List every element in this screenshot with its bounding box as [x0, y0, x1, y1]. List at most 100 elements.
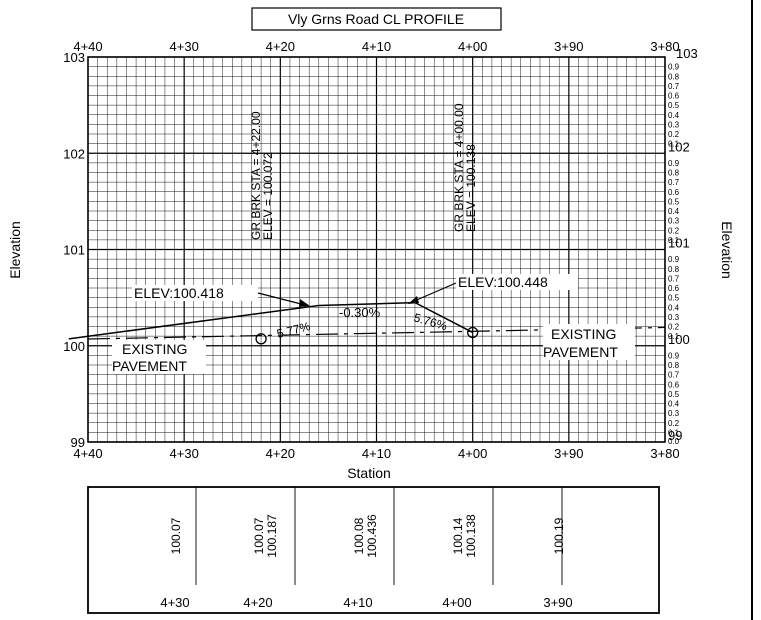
- y-tick-label-left: 101: [63, 243, 85, 258]
- proposed-profile-line: [68, 301, 474, 340]
- y-minor-label-right: 0.0: [668, 437, 680, 446]
- y-tick-label-left: 103: [63, 50, 85, 65]
- elev-right-bg: [456, 274, 578, 290]
- elev-left-bg: [132, 285, 258, 301]
- y-minor-label-right: 0.4: [668, 400, 680, 409]
- existing-left-line2: PAVEMENT: [112, 358, 187, 374]
- grade-break-marker-right: [467, 326, 479, 339]
- y-minor-label-right: 0.8: [668, 265, 680, 274]
- y-minor-label-right: 0.5: [668, 197, 680, 206]
- slope-mid-label: -0.30%: [339, 305, 381, 320]
- y-minor-label-right: 0.4: [668, 207, 680, 216]
- title-box: [251, 7, 502, 31]
- elev-left-label: ELEV:100.418: [134, 285, 224, 301]
- y-minor-label-right: 0.5: [668, 294, 680, 303]
- table-value: 100.19: [552, 517, 566, 554]
- y-minor-label-right: 0.2: [668, 130, 680, 139]
- x-tick-label-bottom: 4+20: [266, 446, 295, 461]
- y-axis-label-right: Elevation: [719, 221, 735, 279]
- y-minor-label-right: 0.1: [668, 236, 680, 245]
- existing-left-bg: [112, 340, 206, 374]
- x-tick-label-bottom: 4+30: [170, 446, 199, 461]
- profile-lines: [68, 282, 666, 345]
- x-tick-label-top: 4+10: [362, 39, 391, 54]
- y-minor-label-right: 0.8: [668, 169, 680, 178]
- annotations: GR BRK STA = 4+22.00 ELEV = 100.072 GR B…: [112, 103, 635, 374]
- y-axis-label-left: Elevation: [7, 221, 23, 279]
- x-tick-label-bottom: 4+00: [458, 446, 487, 461]
- y-minor-label-right: 0.7: [668, 371, 680, 380]
- y-minor-label-right: 0.3: [668, 313, 680, 322]
- y-minor-label-right: 0.3: [668, 217, 680, 226]
- y-tick-label-left: 100: [63, 339, 85, 354]
- x-tick-label-top: 4+30: [170, 39, 199, 54]
- y-tick-label-right: 102: [668, 139, 690, 154]
- y-minor-label-right: 0.6: [668, 380, 680, 389]
- y-tick-label-right: 103: [676, 46, 698, 61]
- y-minor-label-right: 0.1: [668, 428, 680, 437]
- y-minor-label-right: 0.9: [668, 63, 680, 72]
- tick-labels: 4+40 4+40 4+30 4+30 4+20 4+20 4+10 4+10 4+00 4+00…: [63, 39, 697, 461]
- table-value: 100.08: [352, 517, 366, 554]
- y-tick-label-left: 102: [63, 146, 85, 161]
- table-station-label: 4+10: [343, 595, 372, 610]
- existing-left-line1: EXISTING: [122, 341, 187, 357]
- x-tick-label-bottom: 3+90: [554, 446, 583, 461]
- table-value: 100.187: [265, 514, 279, 558]
- x-tick-label-bottom: 4+10: [362, 446, 391, 461]
- x-tick-label-top: 3+90: [554, 39, 583, 54]
- existing-right-line2: PAVEMENT: [543, 344, 618, 360]
- y-minor-label-right: 0.1: [668, 140, 680, 149]
- y-tick-label-right: 100: [668, 332, 690, 347]
- y-minor-label-right: 0.4: [668, 303, 680, 312]
- x-tick-label-top: 4+40: [73, 39, 102, 54]
- y-minor-label-right: 0.7: [668, 178, 680, 187]
- table-station-label: 4+20: [243, 595, 272, 610]
- y-tick-label-right: 99: [668, 428, 682, 443]
- y-minor-label-right: 0.8: [668, 72, 680, 81]
- y-minor-label-right: 0.5: [668, 101, 680, 110]
- x-tick-label-bottom: 4+40: [73, 446, 102, 461]
- y-minor-label-right: 0.4: [668, 111, 680, 120]
- x-tick-label-top: 4+20: [266, 39, 295, 54]
- table-value: 100.14: [451, 517, 465, 554]
- y-minor-label-right: 0.6: [668, 92, 680, 101]
- x-tick-label-top: 4+00: [458, 39, 487, 54]
- grade-break-left-elev: ELEV = 100.072: [261, 152, 275, 240]
- data-table-frame: [87, 486, 660, 614]
- y-minor-label-right: 0.6: [668, 284, 680, 293]
- grade-break-left-sta: GR BRK STA = 4+22.00: [249, 111, 263, 240]
- table-value: 100.436: [365, 514, 379, 558]
- existing-pavement-line: [87, 326, 666, 340]
- y-minor-label-right: 0.3: [668, 120, 680, 129]
- y-minor-label-right: 0.7: [668, 274, 680, 283]
- grade-break-right-elev: ELEV = 100.138: [464, 144, 478, 232]
- table-station-label: 3+90: [543, 595, 572, 610]
- table-station-label: 4+30: [160, 595, 189, 610]
- plot-frame: [87, 56, 666, 443]
- table-value: 100.07: [169, 517, 183, 554]
- leader-arrowhead-right: [408, 296, 419, 304]
- elev-right-label: ELEV:100.448: [458, 274, 548, 290]
- y-minor-label-right: 0.2: [668, 226, 680, 235]
- grade-break-right-sta: GR BRK STA = 4+00.00: [452, 103, 466, 232]
- table-value: 100.138: [464, 514, 478, 558]
- y-tick-label-right: 101: [668, 236, 690, 251]
- x-tick-label-top: 3+80: [650, 39, 679, 54]
- table-value: 100.07: [252, 517, 266, 554]
- y-minor-label-right: 0.1: [668, 332, 680, 341]
- x-axis-label: Station: [347, 465, 391, 481]
- leader-arrowhead-left: [299, 299, 310, 307]
- title: Vly Grns Road CL PROFILE: [288, 11, 464, 27]
- y-minor-label-right: 0.9: [668, 351, 680, 360]
- y-minor-label-right: 0.7: [668, 82, 680, 91]
- y-minor-label-right: 0.9: [668, 159, 680, 168]
- leader-arrow-left: [257, 292, 306, 306]
- y-minor-label-right: 0.9: [668, 255, 680, 264]
- x-tick-label-bottom: 3+80: [650, 446, 679, 461]
- y-minor-label-right: 0.2: [668, 419, 680, 428]
- y-minor-label-right: 0.8: [668, 361, 680, 370]
- slope-right-label: 5.76%: [412, 310, 449, 333]
